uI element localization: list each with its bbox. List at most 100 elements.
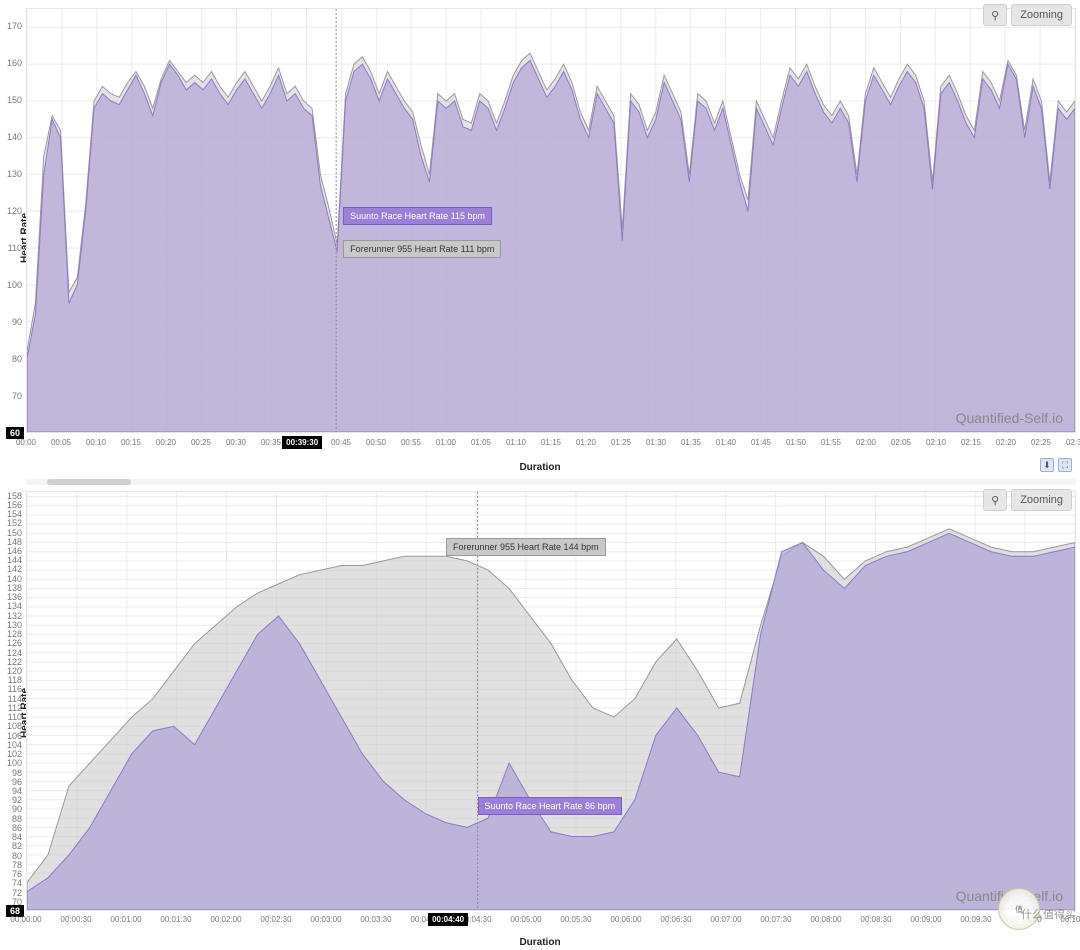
scroll-thumb[interactable]	[47, 479, 131, 485]
x-tick: 00:15	[121, 438, 141, 447]
x-tick: 02:20	[996, 438, 1016, 447]
x-tick: 00:00:30	[60, 915, 91, 924]
x-tick: 00:30	[226, 438, 246, 447]
x-axis-label: Duration	[519, 937, 560, 948]
x-tick: 02:10	[926, 438, 946, 447]
y-tick: 160	[7, 58, 22, 68]
x-tick: 01:50	[786, 438, 806, 447]
zoom-icon-button[interactable]: ⚲	[983, 4, 1007, 26]
y-tick: 104	[7, 740, 22, 750]
x-tick: 01:10	[506, 438, 526, 447]
y-tick: 130	[7, 169, 22, 179]
x-tick: 00:02:30	[260, 915, 291, 924]
x-tick: 00:05:30	[560, 915, 591, 924]
y-tick: 72	[12, 888, 22, 898]
y-tick: 128	[7, 629, 22, 639]
x-tick: 00:10	[86, 438, 106, 447]
x-axis-label: Duration	[519, 462, 560, 473]
y-tick: 82	[12, 841, 22, 851]
y-tick: 144	[7, 555, 22, 565]
y-tick: 138	[7, 583, 22, 593]
y-tick: 130	[7, 620, 22, 630]
zoom-icon-button[interactable]: ⚲	[983, 489, 1007, 511]
x-tick: 02:05	[891, 438, 911, 447]
y-tick: 86	[12, 823, 22, 833]
x-tick: 00:45	[331, 438, 351, 447]
y-tick: 80	[12, 354, 22, 364]
y-tick: 150	[7, 95, 22, 105]
x-tick: 00:03:00	[310, 915, 341, 924]
zoom-mode-button[interactable]: Zooming	[1011, 489, 1072, 511]
x-tick: 00:08:00	[810, 915, 841, 924]
y-tick: 112	[8, 703, 22, 713]
x-tick: 02:00	[856, 438, 876, 447]
chart-svg	[27, 9, 1075, 432]
y-tick: 110	[8, 243, 22, 253]
x-tick: 01:55	[821, 438, 841, 447]
x-tick: 00:00	[16, 438, 36, 447]
x-tick: 00:50	[366, 438, 386, 447]
y-tick: 120	[7, 666, 22, 676]
y-tick: 74	[12, 878, 22, 888]
y-tick: 94	[12, 786, 22, 796]
y-tick: 150	[7, 528, 22, 538]
y-tick: 132	[7, 611, 22, 621]
y-tick: 78	[12, 860, 22, 870]
y-tick: 76	[12, 869, 22, 879]
y-tick: 70	[12, 391, 22, 401]
y-tick: 126	[7, 638, 22, 648]
tooltip: Suunto Race Heart Rate 86 bpm	[478, 797, 623, 815]
zoom-mode-button[interactable]: Zooming	[1011, 4, 1072, 26]
y-tick: 170	[7, 21, 22, 31]
y-tick: 124	[7, 648, 22, 658]
x-tick: 01:05	[471, 438, 491, 447]
chart-top: Heart Rate ⚲ Zooming Quantified-Self.io …	[0, 0, 1080, 475]
y-tick: 114	[8, 694, 22, 704]
y-tick: 80	[12, 851, 22, 861]
x-tick: 02:15	[961, 438, 981, 447]
y-tick: 100	[7, 758, 22, 768]
y-tick: 136	[7, 592, 22, 602]
download-icon[interactable]: ⬇	[1040, 458, 1054, 472]
x-tick-current: 00:39:30	[282, 436, 322, 449]
y-tick: 98	[12, 768, 22, 778]
y-tick: 106	[7, 731, 22, 741]
x-tick: 00:07:00	[710, 915, 741, 924]
x-tick: 01:00	[436, 438, 456, 447]
tooltip: Suunto Race Heart Rate 115 bpm	[343, 207, 492, 225]
y-tick: 120	[7, 206, 22, 216]
x-tick: 00:00:00	[10, 915, 41, 924]
tooltip: Forerunner 955 Heart Rate 111 bpm	[343, 240, 501, 258]
y-tick: 158	[7, 491, 22, 501]
y-tick: 122	[7, 657, 22, 667]
search-icon: ⚲	[991, 494, 999, 507]
y-tick: 100	[7, 280, 22, 290]
x-tick: 01:35	[681, 438, 701, 447]
y-tick: 84	[12, 832, 22, 842]
x-tick: 00:35	[261, 438, 281, 447]
plot-area-top[interactable]: Quantified-Self.io	[26, 8, 1076, 433]
y-tick: 96	[12, 777, 22, 787]
scroll-track[interactable]	[26, 479, 1076, 485]
y-tick: 140	[7, 574, 22, 584]
x-tick: 01:40	[716, 438, 736, 447]
expand-icon[interactable]: ⛶	[1058, 458, 1072, 472]
y-tick: 92	[12, 795, 22, 805]
y-tick: 142	[7, 564, 22, 574]
site-badge-text: 什么值得买	[1021, 906, 1076, 922]
x-tick: 00:06:00	[610, 915, 641, 924]
x-tick: 00:07:30	[760, 915, 791, 924]
x-tick: 00:55	[401, 438, 421, 447]
x-tick: 00:20	[156, 438, 176, 447]
x-tick: 00:05	[51, 438, 71, 447]
y-tick: 154	[7, 509, 22, 519]
y-tick: 90	[12, 804, 22, 814]
x-tick: 01:20	[576, 438, 596, 447]
x-tick: 01:30	[646, 438, 666, 447]
y-tick: 148	[7, 537, 22, 547]
x-tick: 00:01:00	[110, 915, 141, 924]
y-tick: 156	[7, 500, 22, 510]
x-tick: 00:06:30	[660, 915, 691, 924]
search-icon: ⚲	[991, 9, 999, 22]
x-tick: 01:25	[611, 438, 631, 447]
